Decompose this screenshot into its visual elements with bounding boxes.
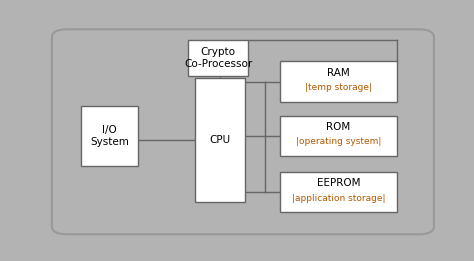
Text: CPU: CPU — [210, 135, 230, 145]
Text: I/O
System: I/O System — [91, 125, 129, 147]
FancyBboxPatch shape — [280, 116, 397, 156]
FancyBboxPatch shape — [52, 29, 434, 234]
FancyBboxPatch shape — [188, 40, 248, 75]
FancyBboxPatch shape — [82, 106, 138, 166]
FancyBboxPatch shape — [280, 61, 397, 102]
Text: |application storage|: |application storage| — [292, 194, 385, 203]
FancyBboxPatch shape — [280, 172, 397, 212]
Text: |operating system|: |operating system| — [296, 137, 381, 146]
Text: EEPROM: EEPROM — [317, 178, 360, 188]
Text: Crypto
Co-Processor: Crypto Co-Processor — [184, 47, 252, 69]
Text: ROM: ROM — [326, 122, 351, 132]
FancyBboxPatch shape — [195, 78, 245, 202]
Text: RAM: RAM — [327, 68, 350, 78]
Text: |temp storage|: |temp storage| — [305, 83, 372, 92]
